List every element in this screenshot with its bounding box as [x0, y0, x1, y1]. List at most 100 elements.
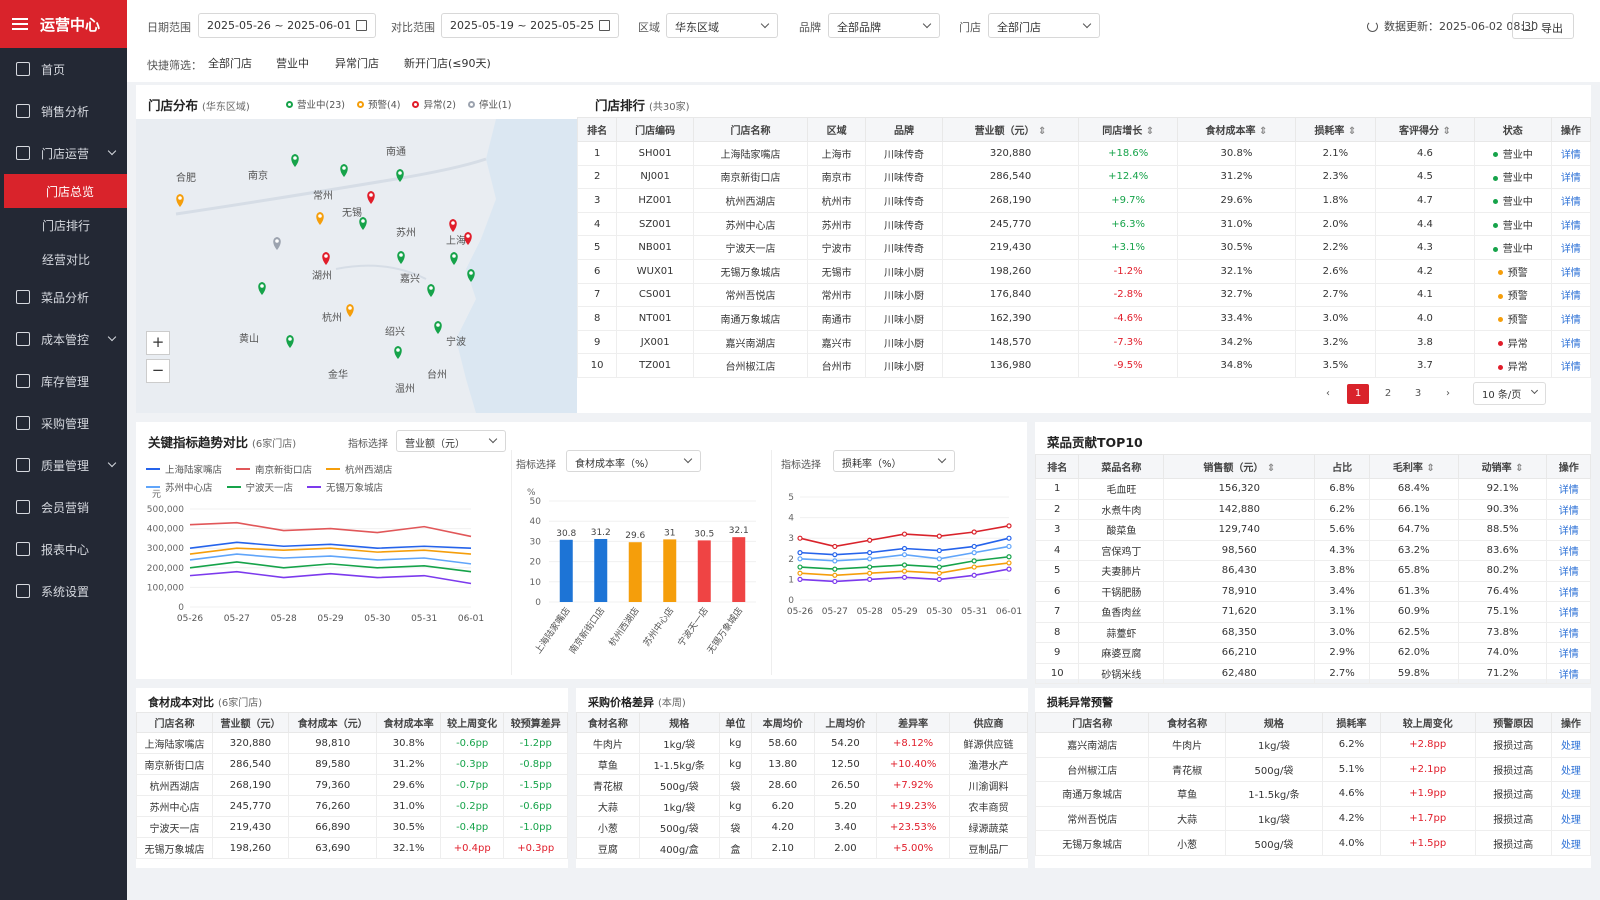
data-point[interactable]	[867, 570, 873, 576]
bar[interactable]	[663, 539, 677, 602]
page-3[interactable]: 3	[1414, 387, 1422, 399]
detail-link[interactable]: 详情	[1546, 662, 1591, 684]
detail-link[interactable]: 详情	[1550, 235, 1592, 260]
data-point[interactable]	[797, 535, 803, 541]
table-row[interactable]: 2 水煮牛肉 142,880 6.2% 66.1% 90.3% 详情	[1034, 498, 1591, 520]
column-header[interactable]: 规格	[1224, 712, 1324, 733]
nav-item-10[interactable]: 系统设置	[0, 570, 127, 612]
detail-link[interactable]: 详情	[1546, 580, 1591, 602]
prev-page-icon[interactable]: ‹	[1326, 387, 1330, 399]
detail-link[interactable]: 详情	[1550, 258, 1592, 284]
map-legend-item[interactable]: 营业中(23)	[286, 97, 345, 111]
compare-range-picker[interactable]: 2025-05-19 ~ 2025-05-25	[441, 13, 619, 38]
column-header[interactable]: 区域	[807, 117, 867, 142]
column-header[interactable]: 单位	[718, 712, 752, 733]
bar[interactable]	[628, 542, 642, 602]
column-header[interactable]: 食材成本率 ⇕	[1177, 117, 1296, 142]
table-row[interactable]: 6 WUX01 无锡万象城店 无锡市 川味小厨 198,260 -1.2% 32.1% 2.6%…	[576, 258, 1592, 284]
map-legend-item[interactable]: 异常(2)	[412, 97, 456, 111]
column-header[interactable]: 规格	[638, 712, 720, 733]
column-header[interactable]: 本周均价	[750, 712, 815, 733]
column-header[interactable]: 食材成本率	[376, 712, 441, 733]
detail-link[interactable]: 详情	[1546, 560, 1591, 582]
data-point[interactable]	[867, 537, 873, 543]
detail-link[interactable]: 详情	[1550, 188, 1592, 213]
data-point[interactable]	[1006, 566, 1012, 572]
column-header[interactable]: 损耗率 ⇕	[1294, 117, 1376, 142]
table-row[interactable]: 嘉兴南湖店 牛肉片 1kg/袋 6.2% +2.8pp 报损过高 处理	[1034, 732, 1592, 758]
column-header[interactable]: 供应商	[948, 712, 1029, 733]
detail-link[interactable]: 详情	[1546, 519, 1591, 541]
column-header[interactable]: 毛利率 ⇕	[1368, 454, 1459, 479]
series-line[interactable]	[189, 521, 472, 538]
store-pin-icon[interactable]	[359, 217, 367, 230]
table-row[interactable]: 宁波天一店 219,430 66,890 30.5% -0.4pp -1.0pp	[136, 816, 568, 838]
data-point[interactable]	[936, 570, 942, 576]
data-point[interactable]	[901, 562, 908, 568]
column-header[interactable]: 操作	[1550, 712, 1592, 733]
data-point[interactable]	[936, 556, 942, 562]
page-1[interactable]: 1	[1347, 383, 1369, 404]
table-row[interactable]: 上海陆家嘴店 320,880 98,810 30.8% -0.6pp -1.2pp	[136, 732, 568, 754]
data-point[interactable]	[832, 578, 838, 585]
series-line[interactable]	[189, 547, 472, 555]
store-pin-icon[interactable]	[286, 335, 294, 348]
table-row[interactable]: 无锡万象城店 小葱 500g/袋 4.0% +1.5pp 报损过高 处理	[1034, 830, 1592, 856]
legend-item[interactable]: 苏州中心店	[146, 480, 213, 494]
column-header[interactable]: 排名	[576, 117, 618, 142]
data-point[interactable]	[901, 568, 908, 574]
data-point[interactable]	[867, 556, 873, 562]
column-header[interactable]: 菜品名称	[1078, 454, 1165, 479]
zoom-out-button[interactable]: −	[146, 359, 170, 383]
map-legend-item[interactable]: 停业(1)	[467, 97, 511, 111]
column-header[interactable]: 差异率	[876, 712, 950, 733]
table-row[interactable]: 9 JX001 嘉兴南湖店 嘉兴市 川味小厨 148,570 -7.3% 34.2% 3.2% 3…	[576, 329, 1592, 355]
table-row[interactable]: 9 麻婆豆腐 66,210 2.9% 62.0% 74.0% 详情	[1034, 642, 1591, 664]
map-legend-item[interactable]: 预警(4)	[357, 97, 400, 111]
export-button[interactable]: 导出	[1512, 13, 1574, 39]
detail-link[interactable]: 详情	[1550, 306, 1592, 331]
table-row[interactable]: 7 鱼香肉丝 71,620 3.1% 60.9% 75.1% 详情	[1034, 601, 1591, 623]
store-pin-icon[interactable]	[273, 237, 281, 250]
table-row[interactable]: 2 NJ001 南京新街口店 南京市 川味传奇 286,540 +12.4% 31.2% 2.3…	[576, 164, 1592, 190]
data-point[interactable]	[1006, 535, 1012, 541]
data-point[interactable]	[1006, 523, 1012, 529]
sort-icon[interactable]: ⇕	[1034, 126, 1047, 137]
data-point[interactable]	[971, 550, 977, 556]
store-pin-icon[interactable]	[346, 304, 354, 317]
column-header[interactable]: 食材成本（元）	[287, 712, 378, 733]
nav-sub-item-0[interactable]: 门店总览	[4, 174, 127, 208]
store-pin-icon[interactable]	[450, 252, 458, 265]
column-header[interactable]: 门店名称	[136, 712, 213, 733]
table-row[interactable]: 南通万象城店 草鱼 1-1.5kg/条 4.6% +1.9pp 报损过高 处理	[1034, 781, 1592, 807]
nav-item-4[interactable]: 成本管控	[0, 318, 127, 360]
table-row[interactable]: 草鱼 1-1.5kg/条 kg 13.80 12.50 +10.40% 渔港水产	[576, 753, 1029, 775]
quick-filter-open[interactable]: 营业中	[276, 57, 309, 70]
app-logo[interactable]: 运营中心	[0, 0, 127, 48]
table-row[interactable]: 4 宫保鸡丁 98,560 4.3% 63.2% 83.6% 详情	[1034, 539, 1591, 561]
series-line[interactable]	[189, 561, 472, 573]
nav-sub-item-2[interactable]: 经营对比	[42, 252, 91, 267]
nav-sub-item-1[interactable]: 门店排行	[42, 218, 91, 233]
next-page-icon[interactable]: ›	[1446, 387, 1450, 399]
detail-link[interactable]: 详情	[1550, 141, 1592, 166]
data-point[interactable]	[867, 576, 873, 583]
map-canvas[interactable]: 南通 合肥 南京 常州 无锡 苏州 上海 湖州 嘉兴 杭州 绍兴 宁波 黄山 金华 台州 温州 + −	[136, 119, 577, 413]
store-pin-icon[interactable]	[396, 169, 404, 182]
series-line[interactable]	[189, 553, 472, 565]
region-select[interactable]: 华东区域	[666, 13, 778, 38]
data-point[interactable]	[971, 543, 977, 550]
handle-link[interactable]: 处理	[1550, 732, 1592, 758]
column-header[interactable]: 客评得分 ⇕	[1374, 117, 1475, 142]
column-header[interactable]: 同店增长 ⇕	[1078, 117, 1179, 142]
table-row[interactable]: 台州椒江店 青花椒 500g/袋 5.1% +2.1pp 报损过高 处理	[1034, 756, 1592, 783]
column-header[interactable]: 上周均价	[813, 712, 878, 733]
column-header[interactable]: 门店名称	[1034, 712, 1150, 733]
column-header[interactable]: 操作	[1546, 454, 1591, 479]
data-point[interactable]	[1006, 560, 1012, 566]
nav-item-8[interactable]: 会员营销	[0, 486, 127, 528]
table-row[interactable]: 1 毛血旺 156,320 6.8% 68.4% 92.1% 详情	[1034, 478, 1591, 500]
column-header[interactable]: 品牌	[865, 117, 943, 142]
store-pin-icon[interactable]	[291, 154, 299, 167]
detail-link[interactable]: 详情	[1550, 329, 1592, 355]
